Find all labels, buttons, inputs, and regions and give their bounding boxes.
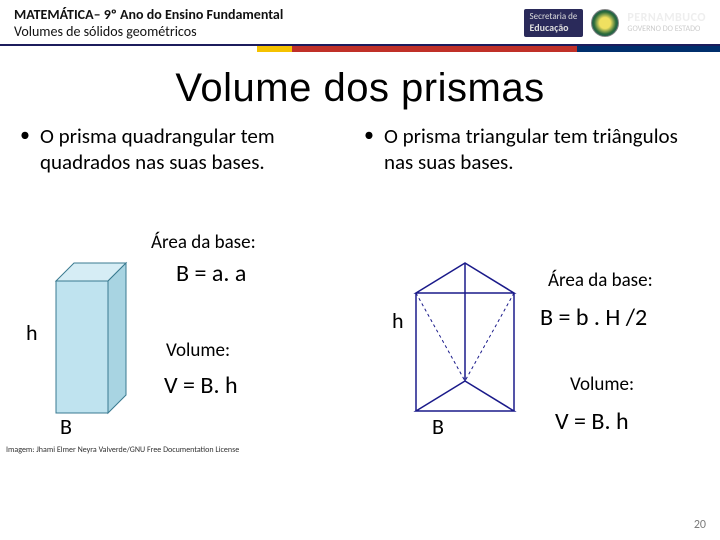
left-area-label: Área da base: bbox=[151, 231, 256, 254]
left-content: h B Área da base: B = a. a Volume: V = B… bbox=[16, 227, 360, 457]
secretaria-line2: Educação bbox=[530, 21, 569, 34]
left-volume-formula: V = B. h bbox=[164, 371, 238, 400]
right-volume-label: Volume: bbox=[570, 373, 634, 396]
pe-line2: GOVERNO DO ESTADO bbox=[627, 25, 706, 34]
right-content: h B Área da base: B = b . H /2 Volume: V… bbox=[360, 227, 704, 457]
header-logos: Secretaria de Educação PERNAMBUCO GOVERN… bbox=[524, 9, 706, 37]
right-h-label: h bbox=[392, 307, 404, 334]
header-text: MATEMÁTICA– 9º Ano do Ensino Fundamental… bbox=[14, 6, 524, 40]
slide-header: MATEMÁTICA– 9º Ano do Ensino Fundamental… bbox=[0, 0, 720, 46]
header-title: MATEMÁTICA– 9º Ano do Ensino Fundamental bbox=[14, 6, 524, 23]
triangular-prism-icon bbox=[410, 259, 520, 429]
header-subtitle: Volumes de sólidos geométricos bbox=[14, 23, 524, 40]
left-bullet-text: O prisma quadrangular tem quadrados nas … bbox=[40, 123, 360, 176]
left-bullet: • O prisma quadrangular tem quadrados na… bbox=[16, 123, 360, 227]
band-yellow bbox=[257, 46, 293, 52]
right-bullet-text: O prisma triangular tem triângulos nas s… bbox=[384, 123, 704, 176]
left-h-label: h bbox=[26, 319, 38, 346]
content-columns: • O prisma quadrangular tem quadrados na… bbox=[0, 123, 720, 457]
left-B-label: B bbox=[60, 413, 72, 440]
band-red bbox=[292, 46, 577, 52]
left-area-formula: B = a. a bbox=[176, 259, 246, 288]
bullet-icon: • bbox=[364, 123, 374, 148]
right-volume-formula: V = B. h bbox=[555, 407, 629, 436]
right-column: • O prisma triangular tem triângulos nas… bbox=[360, 123, 704, 457]
left-column: • O prisma quadrangular tem quadrados na… bbox=[16, 123, 360, 457]
band-white bbox=[0, 46, 257, 52]
right-area-label: Área da base: bbox=[548, 269, 653, 292]
state-seal-icon bbox=[591, 9, 619, 37]
quadrangular-prism-icon bbox=[46, 257, 136, 427]
band-blue bbox=[577, 46, 720, 52]
header-color-band bbox=[0, 46, 720, 52]
bullet-icon: • bbox=[20, 123, 30, 148]
slide-number: 20 bbox=[694, 518, 706, 532]
right-B-label: B bbox=[432, 413, 444, 440]
pernambuco-logo: PERNAMBUCO GOVERNO DO ESTADO bbox=[627, 12, 706, 34]
right-area-formula: B = b . H /2 bbox=[540, 303, 647, 332]
left-volume-label: Volume: bbox=[166, 339, 230, 362]
right-bullet: • O prisma triangular tem triângulos nas… bbox=[360, 123, 704, 227]
image-credit: Imagem: Jhami Elmer Neyra Valverde/GNU F… bbox=[6, 445, 239, 455]
page-title: Volume dos prismas bbox=[0, 66, 720, 111]
secretaria-logo: Secretaria de Educação bbox=[524, 9, 584, 37]
